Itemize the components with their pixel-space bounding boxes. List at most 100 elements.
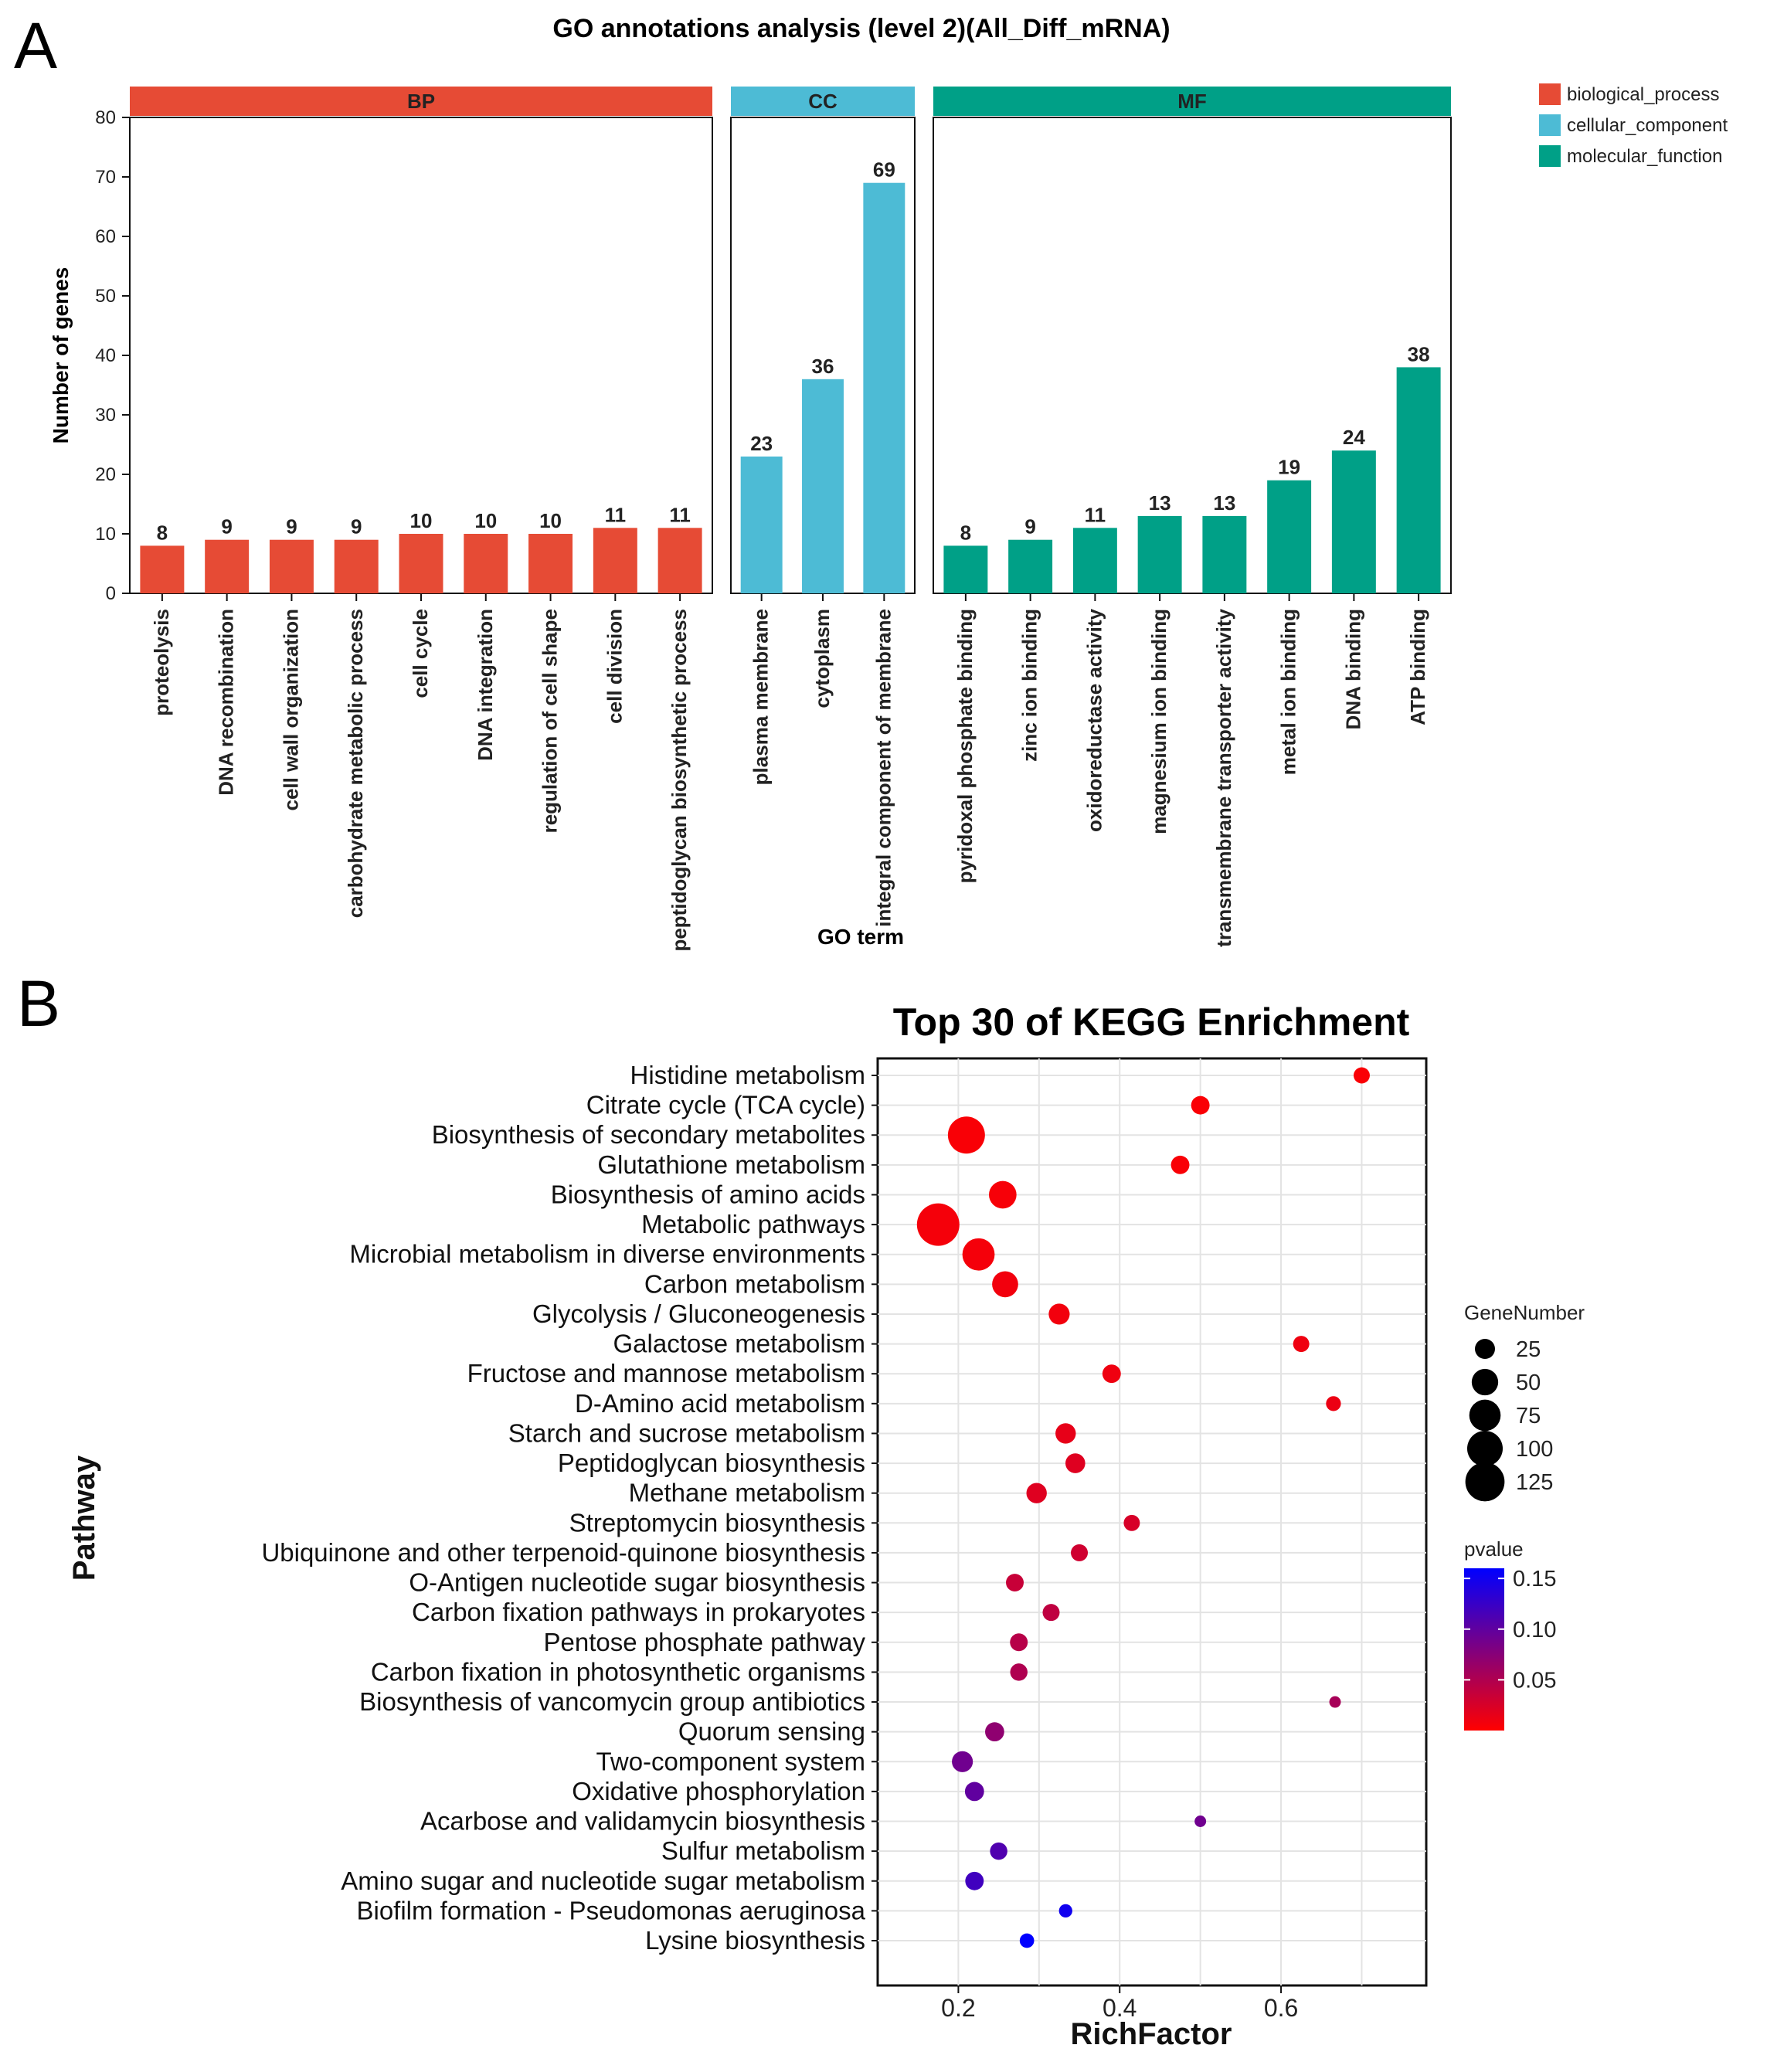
pathway-label: Amino sugar and nucleotide sugar metabol… — [341, 1866, 865, 1895]
kegg-size-legend: GeneNumber 25 50 75 100 125 — [1464, 1301, 1585, 1502]
go-bar — [334, 539, 379, 593]
go-y-tick-label: 10 — [95, 524, 116, 545]
kegg-point — [985, 1722, 1004, 1742]
facet-strip-bp — [130, 87, 712, 116]
go-bar — [528, 534, 573, 593]
kegg-point — [1353, 1067, 1370, 1084]
go-x-tick-label: cell division — [603, 609, 626, 724]
facet-strip-label: CC — [808, 90, 838, 113]
go-bar — [1267, 480, 1312, 593]
pathway-label: Biosynthesis of amino acids — [551, 1180, 865, 1208]
pathway-label: Peptidoglycan biosynthesis — [558, 1449, 865, 1477]
go-bar-value-label: 13 — [1213, 491, 1235, 515]
go-bar — [1396, 367, 1441, 593]
kegg-point — [1019, 1933, 1035, 1948]
go-bar-value-label: 69 — [873, 158, 895, 182]
go-bar — [740, 456, 783, 593]
go-bar — [657, 528, 702, 593]
pathway-label: D-Amino acid metabolism — [575, 1389, 865, 1418]
pathway-label: Ubiquinone and other terpenoid-quinone b… — [261, 1538, 865, 1567]
kegg-chart-title: Top 30 of KEGG Enrichment — [893, 1000, 1410, 1044]
panel-a-letter: A — [14, 9, 57, 82]
go-x-tick-label: DNA integration — [474, 609, 497, 761]
go-x-tick-label: carbohydrate metabolic process — [344, 609, 367, 918]
size-legend-label: 50 — [1516, 1371, 1541, 1395]
legend-swatch-mf — [1539, 145, 1561, 167]
go-x-tick-label: peptidoglycan biosynthetic process — [668, 609, 691, 952]
go-facets: BP 8 proteolysis 9 DNA recombination 9 cell wa… — [129, 87, 1452, 952]
kegg-point — [989, 1180, 1017, 1209]
pathway-label: O-Antigen nucleotide sugar biosynthesis — [409, 1568, 865, 1597]
go-bar-value-label: 9 — [221, 515, 232, 538]
kegg-point — [964, 1782, 984, 1802]
panel-a: A GO annotations analysis (level 2)(All_… — [14, 9, 1728, 952]
go-y-tick-label: 50 — [95, 286, 116, 307]
go-bar — [1137, 515, 1182, 593]
go-x-tick-label: oxidoreductase activity — [1082, 608, 1106, 832]
pathway-label: Carbon metabolism — [644, 1269, 865, 1298]
pathway-label: Glycolysis / Gluconeogenesis — [532, 1299, 865, 1328]
size-legend-dot — [1465, 1462, 1505, 1502]
size-legend-dot — [1467, 1431, 1503, 1466]
pathway-label: Biosynthesis of vancomycin group antibio… — [359, 1687, 865, 1716]
kegg-point — [1191, 1095, 1210, 1115]
pathway-label: Starch and sucrose metabolism — [508, 1418, 865, 1447]
kegg-point — [1123, 1514, 1140, 1531]
kegg-gridlines — [878, 1058, 1426, 1985]
size-legend-dot — [1471, 1368, 1499, 1396]
pathway-label: Sulfur metabolism — [661, 1836, 865, 1865]
go-x-tick-label: ATP binding — [1406, 609, 1429, 725]
kegg-point — [1065, 1453, 1086, 1473]
go-y-axis: 0 10 20 30 40 50 60 70 80 — [95, 107, 131, 604]
pathway-label: Oxidative phosphorylation — [572, 1777, 865, 1805]
pathway-label: Quorum sensing — [678, 1717, 865, 1746]
go-bar — [1072, 528, 1117, 593]
kegg-point — [1329, 1696, 1341, 1708]
go-bar-value-label: 10 — [539, 509, 562, 532]
go-x-tick-label: DNA recombination — [215, 609, 238, 796]
go-bar — [802, 379, 844, 593]
legend-swatch-bp — [1539, 83, 1561, 105]
size-legend-label: 100 — [1516, 1437, 1553, 1462]
kegg-point — [992, 1271, 1018, 1298]
pvalue-colorbar — [1464, 1568, 1504, 1731]
kegg-point — [1048, 1303, 1070, 1325]
pvalue-tick-label: 0.15 — [1513, 1567, 1556, 1591]
kegg-point — [1071, 1544, 1089, 1561]
panel-b-letter: B — [17, 967, 60, 1040]
pathway-label: Metabolic pathways — [641, 1210, 865, 1238]
pvalue-tick-label: 0.05 — [1513, 1668, 1556, 1693]
go-bar — [1202, 515, 1247, 593]
go-x-tick-label: transmembrane transporter activity — [1212, 608, 1235, 946]
go-bar-value-label: 9 — [1024, 515, 1035, 538]
go-bar — [205, 539, 250, 593]
go-bar-value-label: 11 — [669, 503, 691, 526]
kegg-point — [1055, 1423, 1076, 1444]
go-bar — [943, 545, 988, 593]
kegg-point — [1102, 1364, 1121, 1384]
go-bar-value-label: 9 — [351, 515, 362, 538]
legend-label-mf: molecular_function — [1567, 146, 1722, 167]
size-legend-dot — [1475, 1339, 1495, 1359]
pathway-label: Carbon fixation pathways in prokaryotes — [412, 1598, 865, 1626]
go-y-axis-title: Number of genes — [49, 267, 73, 444]
go-x-tick-label: integral component of membrane — [872, 609, 895, 927]
go-bar-value-label: 11 — [1085, 503, 1106, 526]
facet-strip-label: MF — [1177, 90, 1207, 113]
pathway-label: Carbon fixation in photosynthetic organi… — [371, 1657, 865, 1686]
go-bar — [464, 534, 508, 593]
kegg-point — [1042, 1604, 1060, 1622]
kegg-point — [1026, 1483, 1047, 1503]
go-x-tick-label: cytoplasm — [810, 609, 834, 708]
go-chart-title: GO annotations analysis (level 2)(All_Di… — [552, 14, 1170, 43]
kegg-point — [1010, 1633, 1028, 1652]
kegg-x-axis-title: RichFactor — [1071, 2017, 1232, 2051]
go-facet-cc: CC 23 plasma membrane 36 cytoplasm 69 integral… — [730, 87, 916, 927]
pathway-label: Microbial metabolism in diverse environm… — [349, 1240, 865, 1269]
go-y-tick-label: 70 — [95, 167, 116, 188]
kegg-plot-area — [876, 1057, 1428, 1987]
kegg-point — [1326, 1396, 1341, 1411]
size-legend-title: GeneNumber — [1464, 1301, 1585, 1324]
go-x-tick-label: zinc ion binding — [1018, 609, 1041, 762]
kegg-point — [952, 1751, 973, 1772]
